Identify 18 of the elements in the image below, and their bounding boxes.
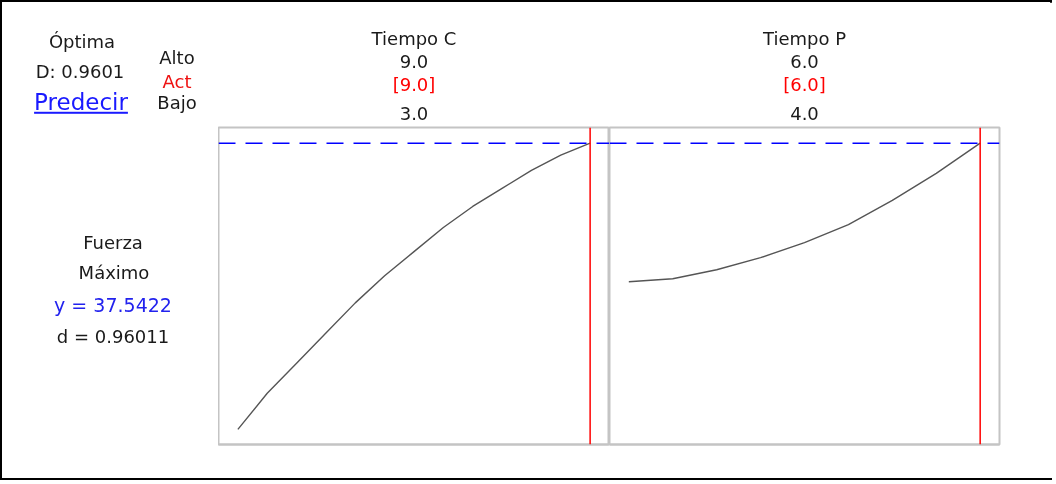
text: y = 37.5422 <box>54 294 172 317</box>
text: Óptima <box>48 30 116 53</box>
text: Act <box>162 70 192 93</box>
text: d = 0.96011 <box>56 325 170 348</box>
text: Bajo <box>157 91 197 114</box>
text: D: 0.9601 <box>35 60 125 83</box>
text: [9.0] <box>392 73 436 95</box>
chart-title: Tiempo P <box>761 27 847 49</box>
text: 9.0 <box>399 50 429 72</box>
text: 6.0 <box>790 50 819 72</box>
chart-title: Tiempo C <box>370 27 457 49</box>
text: [6.0] <box>783 73 826 95</box>
text: 4.0 <box>790 102 819 124</box>
text: Alto <box>159 46 195 69</box>
text: Predecir <box>34 88 128 116</box>
text: Máximo <box>78 261 150 284</box>
text: Fuerza <box>83 231 143 254</box>
text: 3.0 <box>399 102 429 124</box>
